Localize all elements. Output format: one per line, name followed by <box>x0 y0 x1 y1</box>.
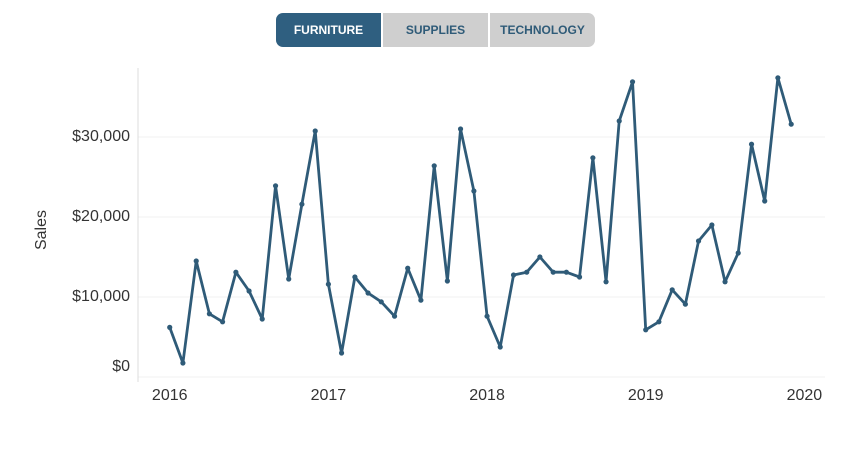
point <box>788 121 794 127</box>
point <box>510 272 517 278</box>
point <box>352 274 358 280</box>
point <box>669 287 675 293</box>
point <box>709 222 715 228</box>
line <box>168 76 793 365</box>
y-tick-label: $10,000 <box>72 288 130 305</box>
x-tick-label: 2017 <box>311 387 347 404</box>
point <box>365 290 371 296</box>
point <box>180 360 186 366</box>
category-toggle: FURNITURE SUPPLIES TECHNOLOGY <box>276 13 595 47</box>
point <box>219 319 226 325</box>
point <box>233 269 239 275</box>
point <box>272 183 279 189</box>
y-axis-label: Sales <box>33 210 50 250</box>
point <box>748 141 755 147</box>
point <box>590 155 596 161</box>
point <box>576 274 583 280</box>
point <box>259 316 265 322</box>
point <box>722 279 728 285</box>
x-tick-label: 2020 <box>787 387 823 404</box>
point <box>325 281 331 287</box>
point <box>312 128 318 134</box>
point <box>775 75 781 81</box>
point <box>391 313 398 319</box>
y-tick-label: $0 <box>112 358 130 375</box>
point <box>643 327 649 333</box>
toggle-button[interactable]: SUPPLIES <box>383 13 488 47</box>
point <box>616 118 622 124</box>
point <box>695 238 702 244</box>
point <box>735 250 741 256</box>
point <box>286 276 292 282</box>
point <box>656 319 662 325</box>
point <box>405 265 411 271</box>
point <box>444 278 450 284</box>
point <box>550 269 556 275</box>
point <box>299 201 305 207</box>
point <box>524 269 530 275</box>
point <box>629 79 636 85</box>
y-tick-label: $20,000 <box>72 208 130 225</box>
point <box>378 299 384 305</box>
point <box>471 188 477 194</box>
point <box>563 269 569 275</box>
y-tick-label: $30,000 <box>72 128 130 145</box>
point <box>537 254 543 260</box>
toggle-button[interactable]: TECHNOLOGY <box>490 13 595 47</box>
x-tick-label: 2019 <box>628 387 664 404</box>
x-tick-label: 2016 <box>152 387 188 404</box>
toggle-button[interactable]: FURNITURE <box>276 13 381 47</box>
point <box>682 301 688 307</box>
x-tick-label: 2018 <box>469 387 505 404</box>
point <box>193 258 199 264</box>
point <box>167 324 173 330</box>
point <box>206 311 212 317</box>
point <box>484 313 490 319</box>
point <box>418 297 424 303</box>
point <box>457 126 464 132</box>
point <box>603 279 609 285</box>
point <box>338 350 345 356</box>
point <box>431 163 437 169</box>
point <box>246 288 252 294</box>
point <box>497 344 503 350</box>
point <box>762 198 768 204</box>
